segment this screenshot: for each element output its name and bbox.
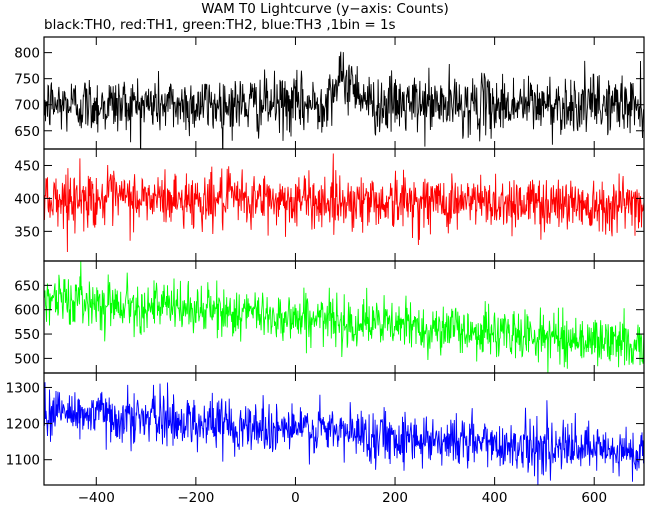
series-line-th2 xyxy=(44,261,644,373)
x-tick-label: 0 xyxy=(291,490,300,505)
y-tick-label: 750 xyxy=(14,72,40,88)
y-tick-label: 650 xyxy=(14,124,40,140)
y-tick-label: 600 xyxy=(14,303,40,319)
y-tick-label: 700 xyxy=(14,98,40,114)
y-tick-label: 500 xyxy=(14,351,40,367)
y-tick-label: 650 xyxy=(14,278,40,294)
x-tick-label: 200 xyxy=(382,490,408,505)
x-tick-label: −400 xyxy=(78,490,115,505)
chart-subtitle: black:TH0, red:TH1, green:TH2, blue:TH3 … xyxy=(44,17,396,33)
panel-th0: 650 700 750 800 xyxy=(14,36,645,150)
series-line-th0 xyxy=(44,51,644,149)
y-tick-label: 350 xyxy=(14,224,40,240)
y-tick-label: 800 xyxy=(14,46,40,62)
y-tick-label: 550 xyxy=(14,327,40,343)
y-tick-label: 1300 xyxy=(6,380,40,396)
x-tick-label: 400 xyxy=(482,490,508,505)
series-line-th3 xyxy=(44,382,644,485)
y-tick-label: 450 xyxy=(14,158,40,174)
panel-th1: 350 400 450 xyxy=(14,148,645,262)
series-line-th1 xyxy=(44,153,644,253)
y-tick-label: 400 xyxy=(14,191,40,207)
panel-frame xyxy=(43,372,645,486)
x-tick-label: 600 xyxy=(581,490,607,505)
y-tick-label: 1200 xyxy=(6,417,40,433)
chart-title: WAM T0 Lightcurve (y−axis: Counts) xyxy=(201,1,449,17)
y-tick-label: 1100 xyxy=(6,453,40,469)
panel-th2: 500 550 600 650 xyxy=(14,260,645,374)
panel-th3: 1100 1200 1300 xyxy=(6,372,645,486)
x-tick-label: −200 xyxy=(177,490,214,505)
